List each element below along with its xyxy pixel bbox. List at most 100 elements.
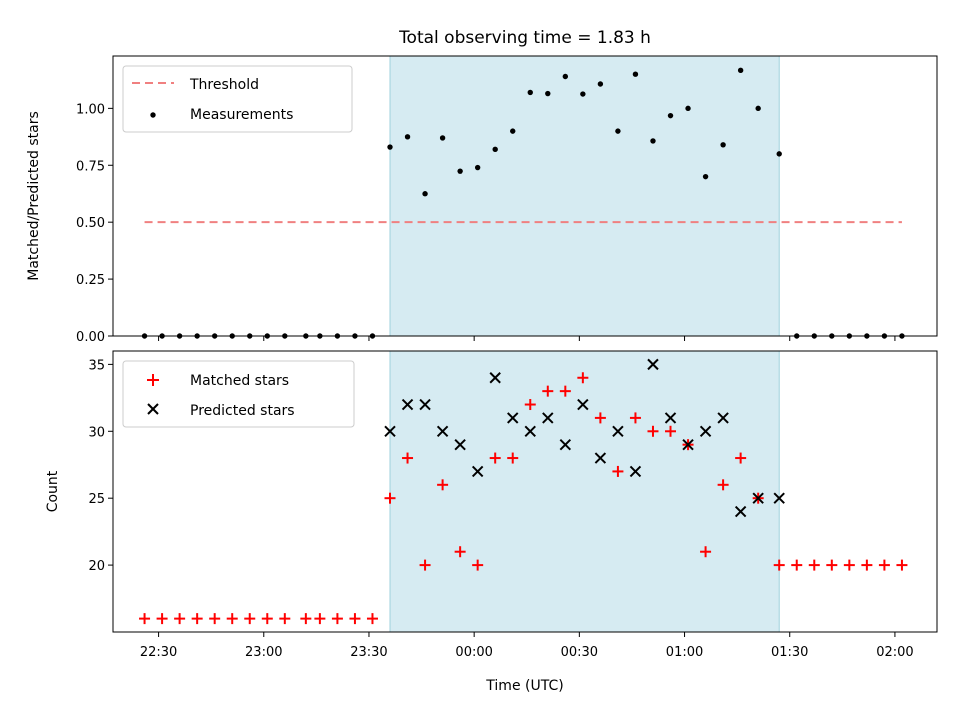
measurement-point <box>597 81 604 87</box>
measurement-point <box>737 67 744 74</box>
top-y-tick-label: 0.50 <box>76 216 105 231</box>
predicted-star-point <box>717 412 729 424</box>
matched-star-point <box>524 399 536 411</box>
measurement-point <box>615 128 621 134</box>
matched-star-point <box>791 559 803 571</box>
bottom-observing-window-shade <box>390 351 780 632</box>
matched-star-point <box>773 559 785 571</box>
matched-star-point <box>735 452 747 464</box>
legend-measurements-label: Measurements <box>190 107 293 123</box>
matched-star-point <box>384 492 396 504</box>
predicted-marker-b <box>454 438 466 451</box>
matched-star-point <box>507 452 519 464</box>
predicted-star-point <box>419 398 431 411</box>
predicted-star-point <box>773 492 785 504</box>
measurement-point <box>776 151 782 157</box>
predicted-marker-b <box>542 412 554 424</box>
predicted-marker-b <box>682 438 694 451</box>
predicted-star-point <box>436 425 449 437</box>
measurement-point <box>667 112 674 119</box>
predicted-star-point <box>752 492 764 504</box>
predicted-marker-b <box>717 412 729 424</box>
measurement-point <box>650 138 656 144</box>
top-y-tick-label: 0.00 <box>76 330 105 345</box>
matched-star-point <box>489 452 501 464</box>
bottom-y-tick-label: 35 <box>88 358 105 373</box>
matched-star-point <box>665 425 677 437</box>
bottom-y-tick-label: 25 <box>88 492 105 507</box>
predicted-marker-b <box>664 412 677 424</box>
matched-star-point <box>191 613 203 625</box>
x-axis-label: Time (UTC) <box>485 678 563 694</box>
predicted-star-point <box>612 425 624 437</box>
matched-star-point <box>454 546 466 558</box>
matched-star-point <box>244 613 256 625</box>
bottom-y-axis-label: Count <box>45 470 61 512</box>
predicted-marker-b <box>489 372 501 384</box>
matched-star-point <box>156 613 168 625</box>
bottom-x-tick-label: 22:30 <box>140 645 177 660</box>
predicted-star-point <box>699 425 712 437</box>
measurement-point <box>545 90 551 97</box>
matched-star-point <box>174 613 186 625</box>
matched-star-point <box>896 559 908 571</box>
measurement-point <box>492 146 498 153</box>
bottom-legend-box <box>122 360 355 428</box>
legend-measurements-swatch <box>150 112 156 118</box>
measurement-point <box>474 164 481 171</box>
legend-threshold-label: Threshold <box>189 77 259 93</box>
predicted-star-point <box>401 398 414 411</box>
bottom-y-tick-label: 30 <box>88 425 105 440</box>
matched-star-point <box>878 559 890 571</box>
top-y-ticks: 0.00 0.25 0.50 0.75 1.00 <box>76 102 113 345</box>
measurement-point <box>755 105 761 112</box>
matched-star-point <box>577 372 589 384</box>
bottom-y-tick-label: 20 <box>88 559 105 574</box>
matched-star-point <box>647 425 659 437</box>
predicted-star-point <box>454 438 466 451</box>
bottom-x-tick-label: 01:30 <box>771 645 808 660</box>
bottom-x-tick-label: 23:30 <box>350 645 387 660</box>
matched-star-point <box>843 559 855 571</box>
predicted-marker-b <box>401 398 414 411</box>
predicted-marker-b <box>594 452 607 464</box>
matched-star-point <box>808 559 820 571</box>
predicted-star-point <box>524 425 536 437</box>
predicted-star-point <box>682 438 694 451</box>
measurement-point <box>387 144 393 150</box>
bottom-x-tick-label: 01:00 <box>666 645 703 660</box>
bottom-x-tick-label: 23:00 <box>245 645 282 660</box>
top-y-tick-label: 1.00 <box>76 102 105 117</box>
predicted-marker-b <box>612 425 624 437</box>
top-legend-box <box>122 65 353 133</box>
top-y-tick-label: 0.75 <box>76 159 105 174</box>
bottom-panel-frame <box>112 350 938 633</box>
legend-matched-swatch <box>147 374 159 386</box>
measurement-point <box>632 71 639 77</box>
predicted-star-point <box>559 438 572 451</box>
predicted-star-point <box>594 452 607 464</box>
matched-star-point <box>419 559 431 571</box>
predicted-marker-b <box>471 465 484 478</box>
measurement-point <box>439 135 446 141</box>
predicted-marker-b <box>384 425 396 437</box>
measurement-point <box>580 91 586 97</box>
predicted-star-point <box>471 465 484 478</box>
matched-star-point <box>861 559 873 571</box>
predicted-star-point <box>629 465 642 478</box>
top-x-ticks <box>158 336 896 341</box>
matched-star-point <box>402 452 414 464</box>
top-y-tick-label: 0.25 <box>76 273 105 288</box>
matched-star-point <box>717 479 729 491</box>
legend-matched-label: Matched stars <box>190 373 289 389</box>
matched-star-point <box>314 613 326 625</box>
predicted-marker-b <box>524 425 536 437</box>
matched-star-point <box>542 385 554 397</box>
matched-star-point <box>300 613 312 625</box>
predicted-marker-b <box>436 425 449 437</box>
predicted-star-point <box>542 412 554 424</box>
measurement-point <box>404 134 411 140</box>
matched-star-point <box>594 412 606 424</box>
top-y-axis-label: Matched/Predicted stars <box>26 111 42 281</box>
